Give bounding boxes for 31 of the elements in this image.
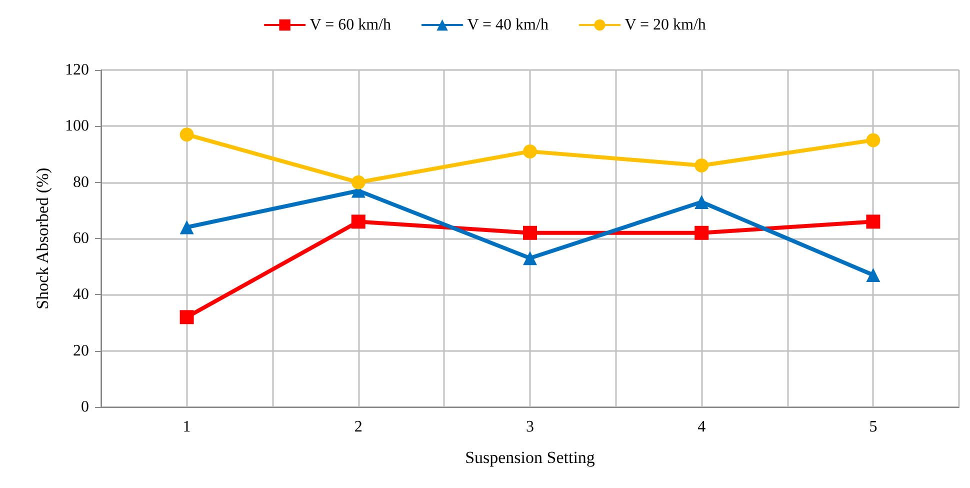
x-tick-label: 2 xyxy=(354,418,362,436)
x-tick-label: 1 xyxy=(182,418,191,436)
x-tick-label: 3 xyxy=(526,418,534,436)
y-axis-title: Shock Absorbed (%) xyxy=(33,168,52,310)
x-axis-title: Suspension Setting xyxy=(465,448,596,467)
y-tick-label: 60 xyxy=(73,230,89,247)
point xyxy=(866,133,880,148)
y-tick-label: 40 xyxy=(73,286,89,304)
point xyxy=(523,251,537,266)
legend-label: V = 40 km/h xyxy=(467,16,548,34)
point xyxy=(866,268,880,282)
point xyxy=(694,158,709,172)
y-tick-label: 100 xyxy=(65,118,89,135)
y-tick-label: 120 xyxy=(65,62,89,78)
point xyxy=(180,220,194,234)
point xyxy=(180,310,194,324)
x-tick-label: 5 xyxy=(869,418,878,436)
point xyxy=(351,214,366,229)
y-tick-label: 0 xyxy=(81,398,89,416)
point xyxy=(523,144,537,158)
point xyxy=(694,226,709,240)
point xyxy=(180,128,194,142)
y-tick-label: 80 xyxy=(73,174,89,191)
y-tick-label: 20 xyxy=(73,342,89,360)
legend-label: V = 60 km/h xyxy=(310,16,391,34)
point xyxy=(866,214,880,229)
point xyxy=(351,175,366,190)
x-tick-label: 4 xyxy=(698,418,706,436)
legend-label: V = 20 km/h xyxy=(624,16,706,34)
point xyxy=(694,194,709,209)
point xyxy=(523,226,537,240)
